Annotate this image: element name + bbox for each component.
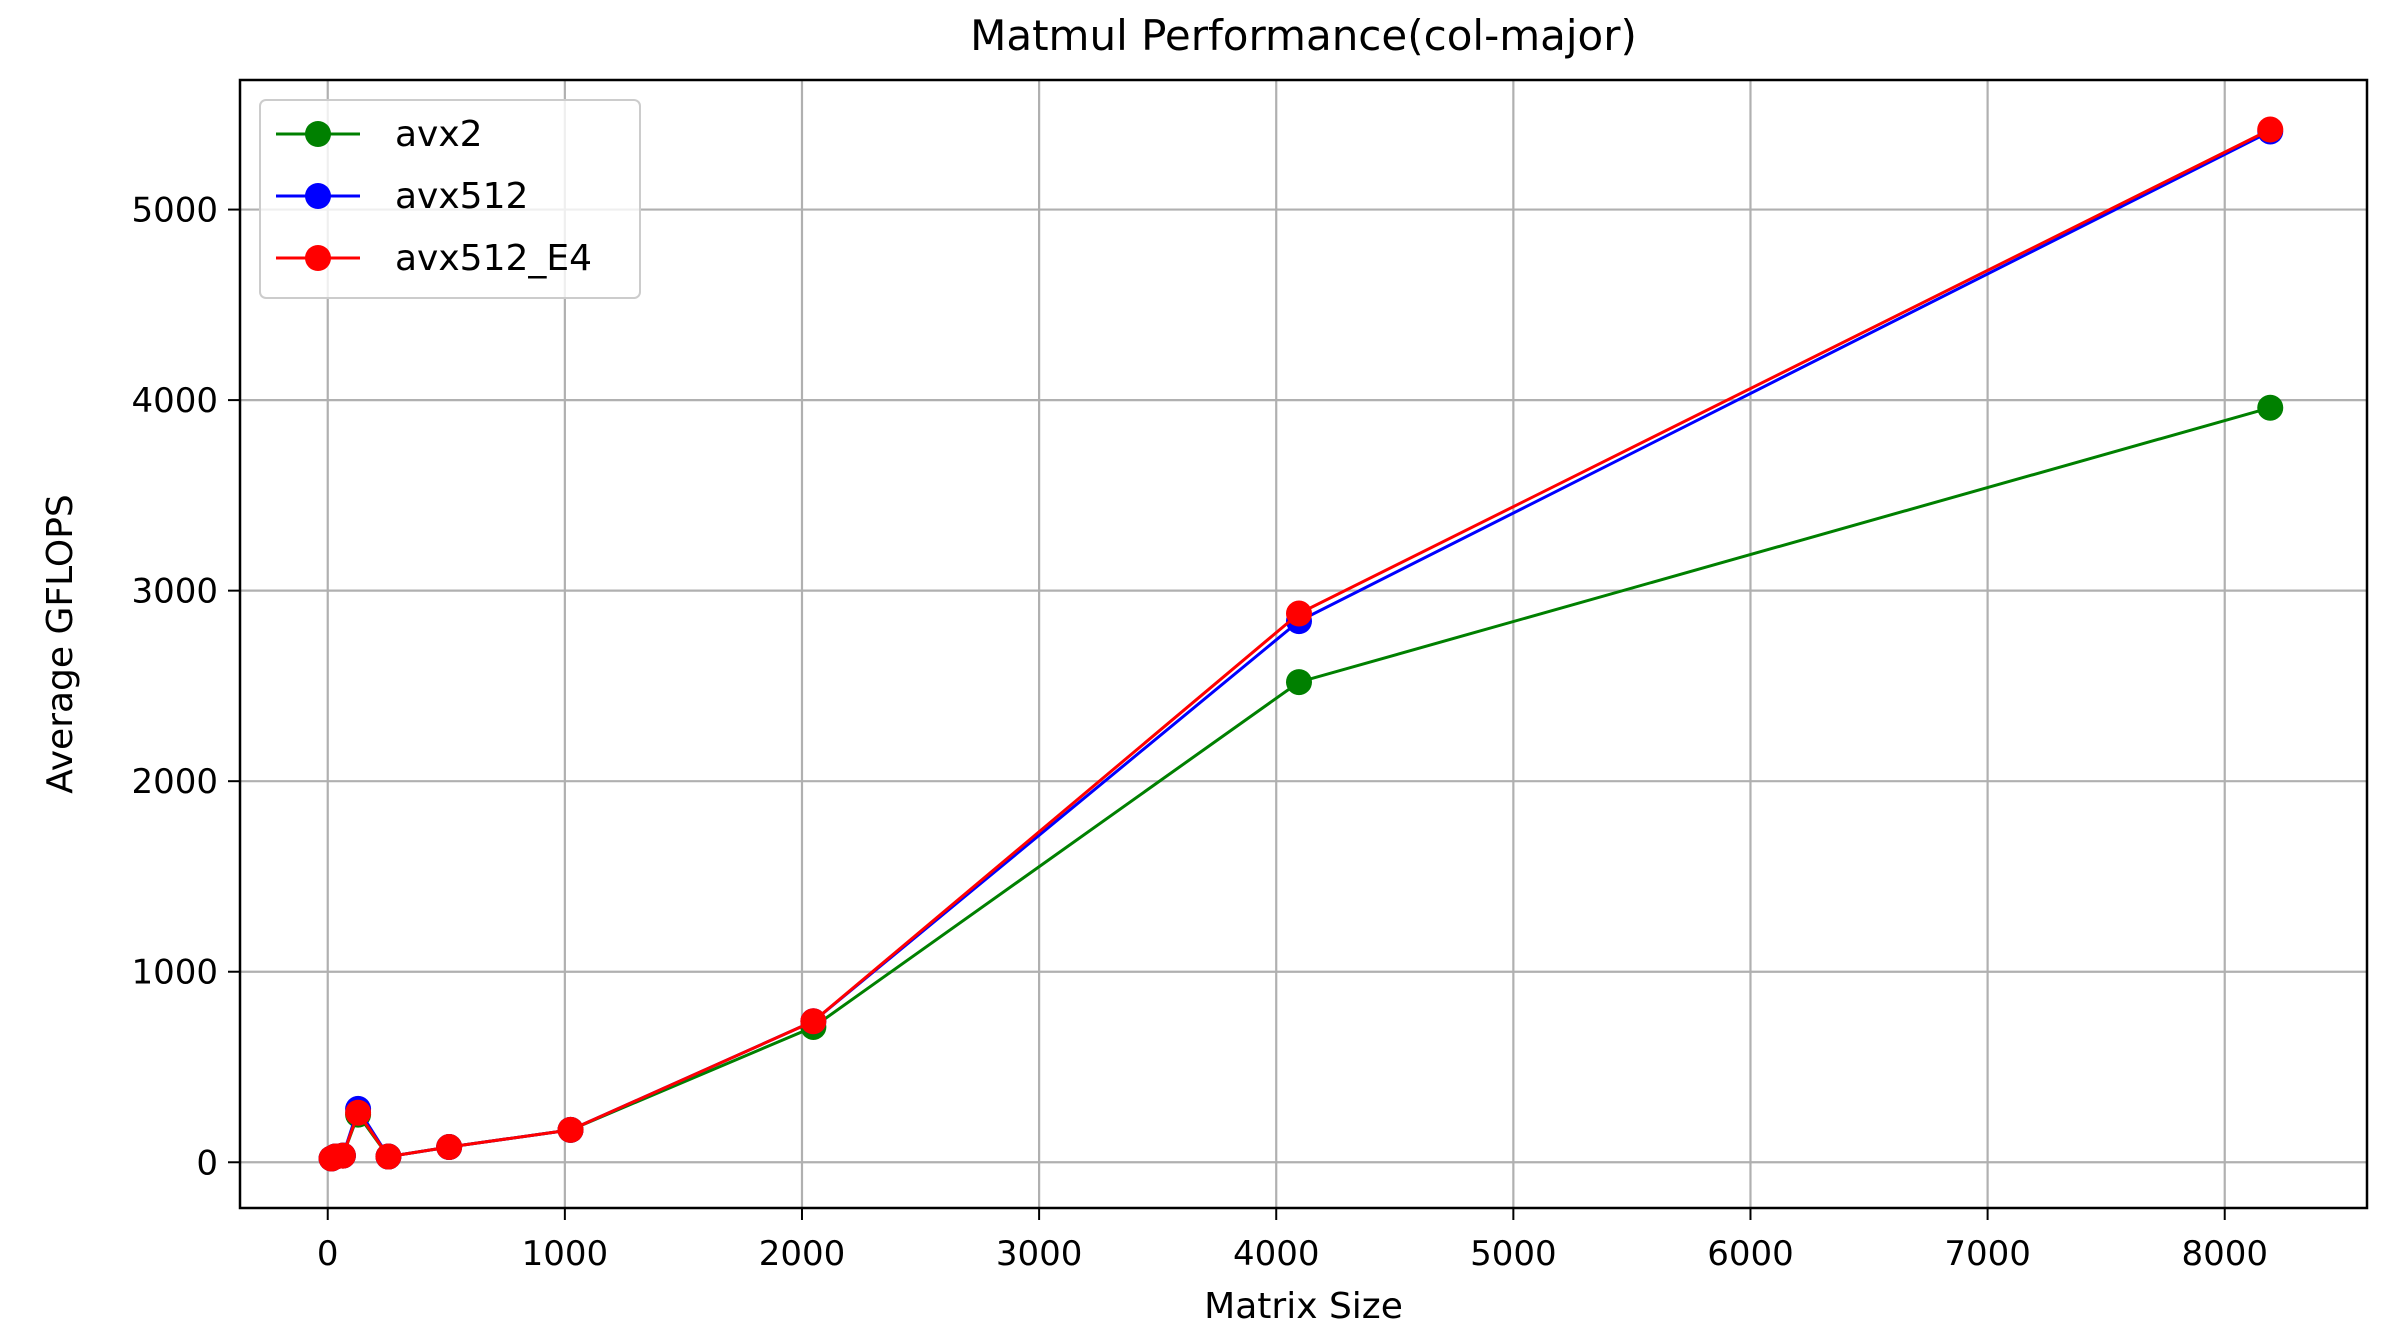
legend-item: avx512_E4 — [276, 238, 592, 279]
y-axis-label: Average GFLOPS — [40, 494, 81, 794]
data-point — [800, 1008, 827, 1035]
x-tick-label: 8000 — [2181, 1234, 2268, 1274]
series-avx512_E4 — [318, 116, 2284, 1172]
data-point — [345, 1099, 372, 1126]
x-tick-label: 6000 — [1707, 1234, 1794, 1274]
data-point — [375, 1143, 402, 1170]
x-tick-label: 2000 — [759, 1234, 846, 1274]
x-tick-label: 1000 — [522, 1234, 609, 1274]
legend-box — [259, 99, 641, 299]
data-point — [436, 1134, 463, 1161]
legend-item: avx512 — [276, 176, 528, 217]
x-tick-label: 0 — [317, 1234, 339, 1274]
x-axis-label: Matrix Size — [1204, 1286, 1403, 1325]
y-tick-label: 3000 — [131, 572, 218, 612]
series-layer — [318, 116, 2284, 1172]
legend-item: avx2 — [276, 114, 483, 155]
legend-label: avx512 — [395, 176, 528, 217]
x-tick-label: 5000 — [1470, 1234, 1557, 1274]
chart-title: Matmul Performance(col-major) — [970, 11, 1637, 60]
x-tick-label: 7000 — [1944, 1234, 2031, 1274]
x-tick-label: 4000 — [1233, 1234, 1320, 1274]
data-point — [2257, 116, 2284, 143]
y-tick-label: 2000 — [131, 762, 218, 802]
data-point — [2257, 394, 2284, 421]
plot-frame — [238, 78, 2369, 1210]
legend-marker — [305, 183, 331, 209]
y-tick-label: 4000 — [131, 381, 218, 421]
data-point — [557, 1116, 584, 1143]
x-tick-label: 3000 — [996, 1234, 1083, 1274]
legend: avx2 avx512 avx512_E4 — [259, 99, 641, 299]
x-axis-ticks: 0 1000 2000 3000 4000 5000 6000 7000 8000 — [317, 1208, 2268, 1274]
legend-label: avx2 — [395, 114, 483, 155]
y-axis-ticks: 0 1000 2000 3000 4000 5000 — [131, 191, 240, 1183]
y-tick-label: 5000 — [131, 191, 218, 231]
y-tick-label: 0 — [196, 1143, 218, 1183]
y-tick-label: 1000 — [131, 953, 218, 993]
data-point — [329, 1142, 356, 1169]
data-point — [1285, 669, 1312, 696]
legend-marker — [305, 245, 331, 271]
legend-marker — [305, 121, 331, 147]
data-point — [1285, 600, 1312, 627]
legend-label: avx512_E4 — [395, 238, 592, 279]
grid-lines — [240, 80, 2367, 1208]
